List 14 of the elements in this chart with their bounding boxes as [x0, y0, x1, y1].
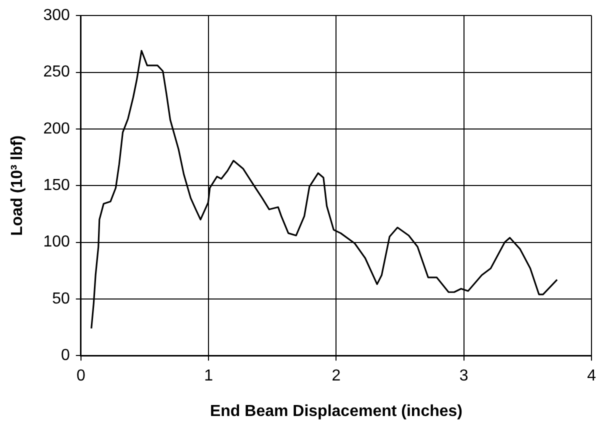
y-axis-title: Load (10³ lbf) — [9, 135, 26, 236]
y-tick-label: 300 — [43, 7, 70, 24]
y-tick-label: 100 — [43, 234, 70, 251]
y-tick-label: 150 — [43, 177, 70, 194]
x-tick-label: 4 — [587, 368, 596, 385]
x-tick-label: 1 — [204, 368, 214, 385]
x-tick-label: 3 — [459, 368, 468, 385]
y-tick-label: 200 — [43, 120, 70, 138]
y-tick-label: 250 — [43, 64, 70, 81]
x-axis-title: End Beam Displacement (inches) — [210, 402, 462, 420]
y-tick-label: 50 — [52, 290, 70, 308]
x-tick-label: 2 — [332, 368, 341, 385]
y-tick-label: 0 — [60, 347, 70, 364]
x-tick-label: 0 — [76, 368, 86, 385]
